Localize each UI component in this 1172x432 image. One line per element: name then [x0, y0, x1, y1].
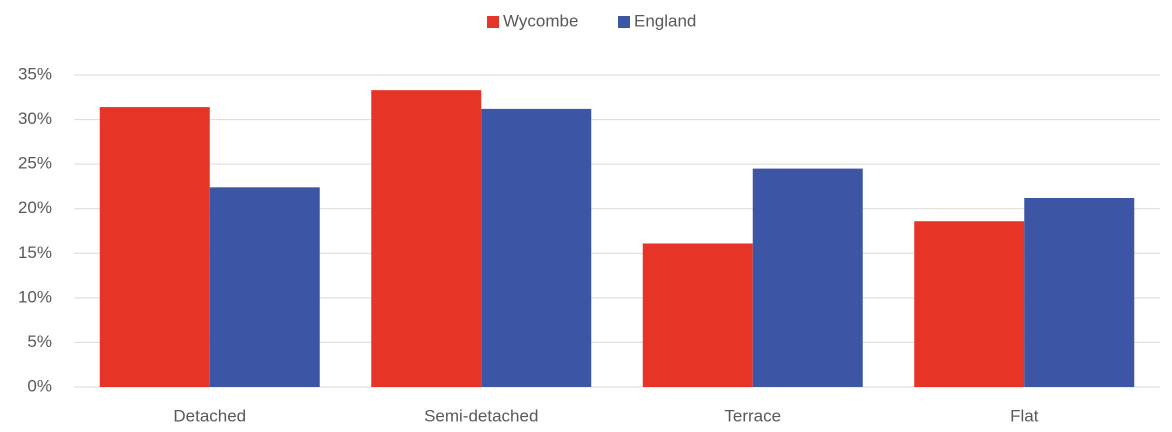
x-tick-label: Flat: [1010, 406, 1039, 425]
legend-swatch: [487, 16, 499, 28]
y-tick-label: 5%: [27, 332, 52, 351]
bar: [914, 221, 1025, 387]
y-tick-label: 30%: [18, 109, 52, 128]
x-tick-label: Semi-detached: [424, 406, 538, 425]
bar: [481, 108, 592, 388]
legend-swatch: [618, 16, 630, 28]
x-tick-label: Terrace: [724, 406, 781, 425]
bar: [1024, 198, 1135, 387]
bar: [642, 243, 753, 387]
y-tick-label: 35%: [18, 64, 52, 83]
bar: [371, 90, 482, 387]
y-tick-label: 20%: [18, 198, 52, 217]
bar: [99, 107, 210, 387]
y-tick-label: 15%: [18, 243, 52, 262]
legend-label: England: [634, 11, 696, 30]
y-tick-label: 10%: [18, 287, 52, 306]
x-tick-label: Detached: [173, 406, 246, 425]
bar: [752, 168, 863, 387]
legend-label: Wycombe: [503, 11, 578, 30]
y-tick-label: 25%: [18, 154, 52, 173]
y-tick-label: 0%: [27, 376, 52, 395]
bar: [209, 187, 320, 387]
